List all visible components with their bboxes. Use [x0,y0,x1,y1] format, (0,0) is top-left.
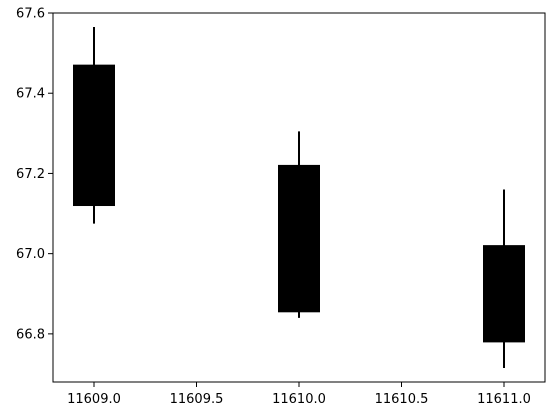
y-tick-label: 67.6 [16,7,45,22]
candles-layer [73,27,525,368]
y-tick-label: 67.2 [16,167,45,182]
y-tick-label: 66.8 [16,327,45,342]
x-tick-label: 11610.0 [272,392,326,407]
y-tick-label: 67.0 [16,247,45,262]
x-tick-label: 11609.5 [170,392,224,407]
candle-body-1 [278,164,320,313]
x-tick-label: 11609.0 [67,392,121,407]
candle-body-2 [483,245,525,343]
ticks-layer: 11609.0 11609.5 11610.0 11610.5 11611.0 66.8 6… [16,7,531,408]
candle-body-0 [73,64,115,207]
x-tick-label: 11610.5 [375,392,429,407]
x-tick-label: 11611.0 [477,392,531,407]
y-tick-label: 67.4 [16,87,45,102]
